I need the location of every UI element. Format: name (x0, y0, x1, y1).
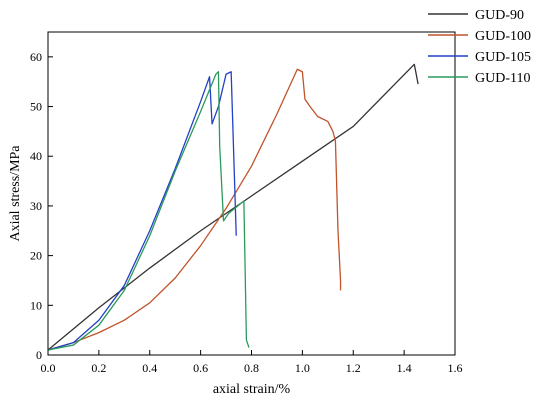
x-tick-label: 0.0 (41, 361, 56, 375)
y-tick-label: 20 (30, 249, 42, 263)
x-tick-label: 1.6 (448, 361, 463, 375)
y-tick-label: 30 (30, 199, 42, 213)
legend: GUD-90 GUD-100 GUD-105 GUD-110 (428, 8, 531, 86)
series-line-gud-90 (47, 63, 419, 351)
x-tick-label: 1.0 (295, 361, 310, 375)
y-tick-label: 40 (30, 149, 42, 163)
series-line-gud-105 (47, 71, 237, 351)
x-axis-title: axial strain/% (213, 382, 291, 397)
x-tick-label: 1.2 (346, 361, 361, 375)
x-tick-label: 0.2 (91, 361, 106, 375)
y-tick-label: 0 (36, 348, 42, 362)
y-tick-label: 50 (30, 100, 42, 114)
x-tick-label: 0.6 (193, 361, 208, 375)
x-tick-label: 0.8 (244, 361, 259, 375)
legend-label: GUD-100 (475, 29, 531, 44)
y-tick-label: 10 (30, 298, 42, 312)
legend-label: GUD-90 (475, 8, 524, 23)
y-tick-label: 60 (30, 50, 42, 64)
series-layer (47, 63, 419, 351)
tick-layer: 0.0 0.2 0.4 0.6 0.8 1.0 1.2 1.4 1.6 0 10 20 30 40 50 60 (30, 50, 463, 375)
series-line-gud-110 (47, 71, 250, 351)
legend-label: GUD-110 (475, 71, 530, 86)
legend-label: GUD-105 (475, 50, 531, 65)
plot-area: 0.0 0.2 0.4 0.6 0.8 1.0 1.2 1.4 1.6 0 10 20 30 40 50 60 (30, 31, 463, 375)
x-tick-label: 0.4 (142, 361, 157, 375)
y-axis-title: Axial stress/MPa (8, 145, 23, 242)
x-tick-label: 1.4 (397, 361, 412, 375)
series-line-gud-100 (47, 68, 342, 351)
